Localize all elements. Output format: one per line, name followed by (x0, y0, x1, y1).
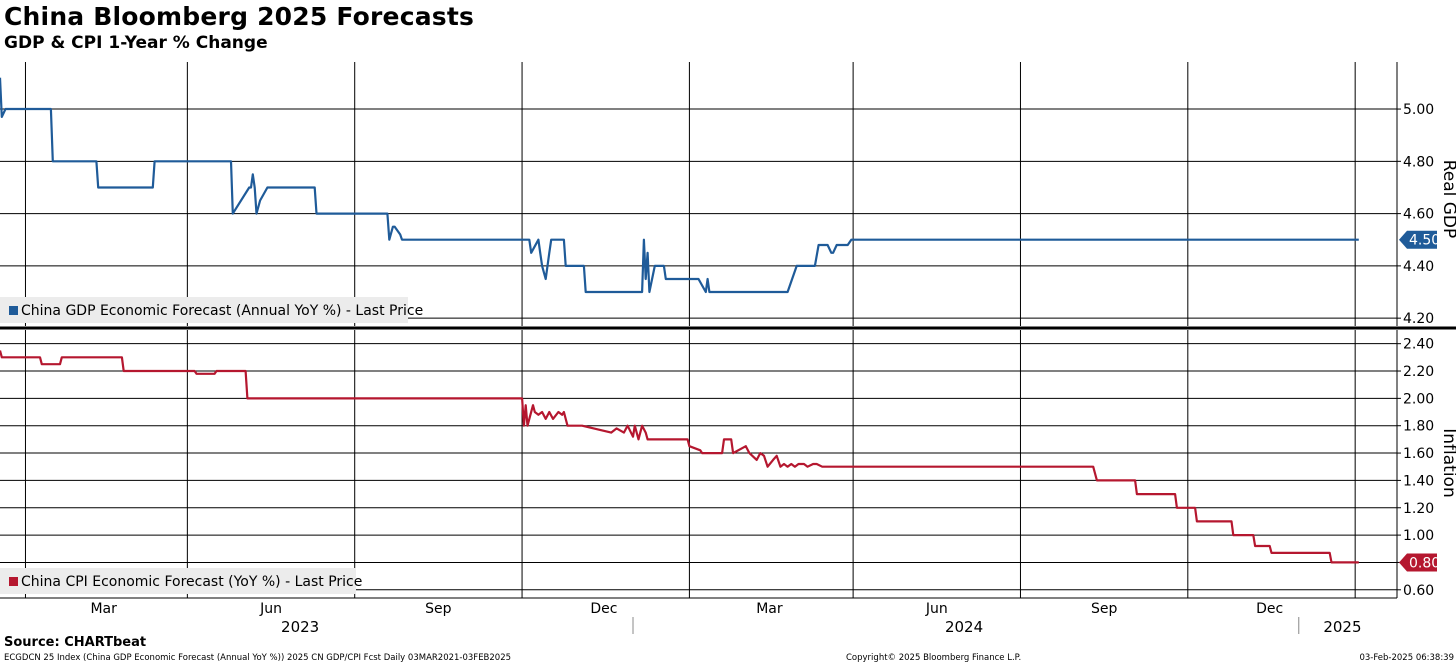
y-tick-label: 1.00 (1403, 528, 1434, 544)
y-tick-label: 4.80 (1403, 154, 1434, 170)
x-year-label: 2025 (1323, 618, 1361, 636)
x-year-label: 2023 (281, 618, 319, 636)
x-tick-label: Sep (1091, 601, 1118, 617)
y-tick-label: 4.40 (1403, 259, 1434, 275)
x-tick-label: Sep (425, 601, 452, 617)
x-tick-label: Jun (925, 601, 948, 617)
legend-box (0, 568, 356, 594)
legend-label: China GDP Economic Forecast (Annual YoY … (21, 303, 423, 319)
y-tick-label: 0.60 (1403, 583, 1434, 599)
series-lines (0, 77, 1359, 564)
legend-label: China CPI Economic Forecast (YoY %) - La… (21, 574, 362, 590)
cpi-series-line (0, 350, 1359, 564)
last-value-label: 4.50 (1409, 233, 1440, 249)
x-tick-label: Mar (756, 601, 783, 617)
axes (0, 62, 1456, 634)
x-tick-label: Mar (90, 601, 117, 617)
y-tick-label: 1.40 (1403, 473, 1434, 489)
y-tick-label: 5.00 (1403, 102, 1434, 118)
last-value-label: 0.80 (1409, 555, 1440, 571)
y-axis-title-gdp: Real GDP (1439, 160, 1456, 239)
legend-swatch (9, 306, 18, 315)
footnote-ticker: ECGDCN 25 Index (China GDP Economic Fore… (4, 653, 512, 663)
footnote-copyright: Copyright© 2025 Bloomberg Finance L.P. (846, 653, 1022, 663)
y-axis-title-cpi: Inflation (1439, 428, 1456, 497)
x-tick-label: Jun (259, 601, 282, 617)
x-year-label: 2024 (945, 618, 983, 636)
chart-title: China Bloomberg 2025 Forecasts (4, 2, 475, 31)
y-tick-label: 4.60 (1403, 207, 1434, 223)
legends: China GDP Economic Forecast (Annual YoY … (0, 297, 423, 594)
x-tick-label: Dec (1256, 601, 1283, 617)
chart-subtitle: GDP & CPI 1-Year % Change (4, 33, 268, 53)
gdp-series-line (0, 77, 1359, 294)
y-tick-label: 2.00 (1403, 391, 1434, 407)
y-tick-label: 2.40 (1403, 337, 1434, 353)
y-tick-label: 2.20 (1403, 364, 1434, 380)
last-value-badge (1399, 553, 1437, 572)
legend-box (0, 297, 408, 323)
legend-swatch (9, 577, 18, 586)
x-tick-label: Dec (590, 601, 617, 617)
y-tick-label: 1.20 (1403, 501, 1434, 517)
y-tick-label: 1.60 (1403, 446, 1434, 462)
last-value-badge (1399, 230, 1437, 249)
source-note: Source: CHARTbeat (4, 635, 147, 650)
y-tick-label: 1.80 (1403, 419, 1434, 435)
gridlines (0, 62, 1397, 598)
footnote-timestamp: 03-Feb-2025 06:38:39 (1359, 653, 1454, 663)
y-tick-label: 4.20 (1403, 311, 1434, 327)
